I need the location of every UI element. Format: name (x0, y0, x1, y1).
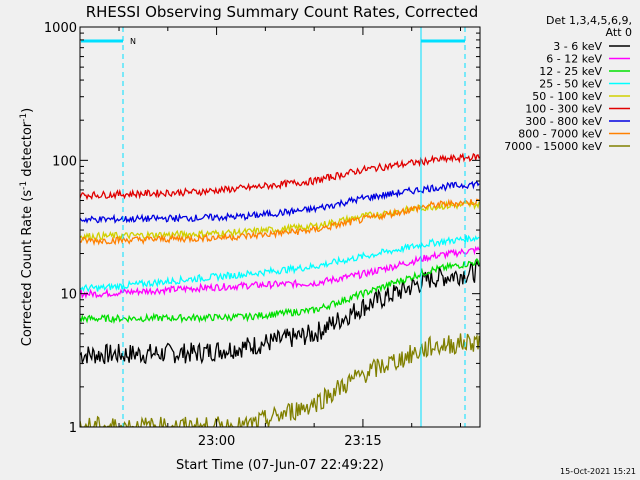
series-line (80, 198, 480, 246)
chart-title: RHESSI Observing Summary Count Rates, Co… (86, 3, 479, 21)
plot-area: N (79, 26, 481, 428)
series-line (80, 152, 480, 201)
legend-entry-label: 100 - 300 keV (525, 103, 602, 116)
series-line (80, 180, 480, 224)
y-tick-label: 1000 (44, 21, 77, 36)
legend-entry-label: 7000 - 15000 keV (504, 140, 602, 153)
series-line (80, 234, 480, 293)
series-line (80, 333, 480, 427)
x-axis-label: Start Time (07-Jun-07 22:49:22) (176, 458, 384, 473)
x-tick-label: 23:00 (198, 434, 235, 449)
series-line (80, 245, 480, 299)
footer-date: 15-Oct-2021 15:21 (560, 467, 636, 476)
legend-header: Att 0 (606, 26, 632, 39)
y-tick-label: 1 (69, 421, 77, 436)
legend-entry-label: 800 - 7000 keV (518, 128, 602, 141)
legend-header: Det 1,3,4,5,6,9, (546, 14, 632, 27)
y-axis-label: Corrected Count Rate (s-1 detector-1) (19, 108, 35, 346)
x-tick-label: 23:15 (344, 434, 381, 449)
series-line (80, 259, 480, 365)
marker-label: N (130, 37, 136, 46)
legend-entry-label: 50 - 100 keV (532, 90, 602, 103)
series-line (80, 257, 480, 325)
legend-entry-label: 12 - 25 keV (539, 65, 602, 78)
legend-entry-label: 25 - 50 keV (539, 78, 602, 91)
legend-entry-label: 300 - 800 keV (525, 115, 602, 128)
plot-frame (79, 26, 481, 428)
y-tick-label: 100 (52, 154, 77, 169)
legend-entry-label: 3 - 6 keV (553, 40, 602, 53)
y-tick-label: 10 (60, 288, 77, 303)
legend-entry-label: 6 - 12 keV (546, 53, 602, 66)
